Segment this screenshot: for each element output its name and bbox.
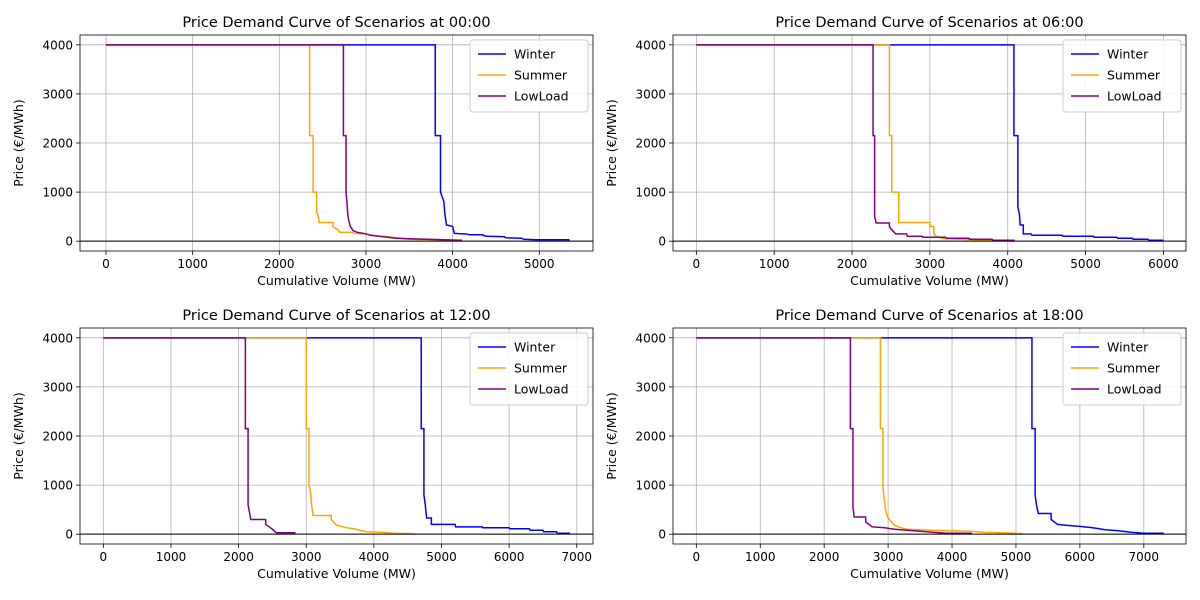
y-tick-label: 0 [658,528,666,542]
y-tick-label: 2000 [635,430,666,444]
x-tick-label: 4000 [937,550,968,564]
x-tick-label: 1000 [745,550,776,564]
y-tick-label: 3000 [635,87,666,101]
x-tick-label: 3000 [915,257,946,271]
x-tick-label: 2000 [264,257,295,271]
legend-label-summer: Summer [1107,68,1161,83]
y-tick-label: 4000 [42,38,73,52]
y-tick-label: 3000 [42,87,73,101]
series-line-winter [696,337,1164,535]
x-tick-label: 1000 [156,550,187,564]
y-tick-label: 1000 [42,186,73,200]
y-tick-label: 4000 [635,38,666,52]
y-tick-label: 0 [658,235,666,249]
legend-label-winter: Winter [514,47,556,62]
y-axis-label: Price (€/MWh) [604,392,619,479]
series-line-lowload [696,337,972,535]
subplots: 0 1000 2000 3000 4000 5000 0 1000 2000 3000 4000 Pr… [11,15,1187,581]
subplot-1: 0 1000 2000 3000 4000 5000 0 1000 2000 3000 4000 Pr… [11,15,594,288]
y-axis-label: Price (€/MWh) [604,99,619,186]
chart-title: Price Demand Curve of Scenarios at 18:00 [775,308,1083,324]
series-line-lowload [696,44,1015,242]
x-tick-label: 0 [102,257,110,271]
y-tick-label: 0 [65,528,73,542]
subplot-2: 0 1000 2000 3000 4000 5000 6000 0 1000 2000 3000 40… [604,15,1187,288]
legend: Winter Summer LowLoad [469,39,589,113]
x-tick-label: 2000 [223,550,254,564]
x-axis-label: Cumulative Volume (MW) [257,273,416,288]
y-tick-label: 0 [65,235,73,249]
y-tick-label: 2000 [42,430,73,444]
legend-label-lowload: LowLoad [1107,89,1162,104]
x-axis-label: Cumulative Volume (MW) [850,273,1009,288]
x-tick-label: 7000 [1129,550,1160,564]
y-axis-label: Price (€/MWh) [11,99,26,186]
legend-label-lowload: LowLoad [514,89,569,104]
x-axis-label: Cumulative Volume (MW) [850,566,1009,581]
y-tick-label: 4000 [635,331,666,345]
x-tick-label: 4000 [359,550,390,564]
legend-box [469,332,589,406]
x-axis-label: Cumulative Volume (MW) [257,566,416,581]
y-tick-label: 1000 [42,479,73,493]
x-tick-label: 5000 [524,257,555,271]
series-line-winter [103,337,571,535]
x-tick-label: 6000 [494,550,525,564]
legend-label-summer: Summer [1107,361,1161,376]
chart-title: Price Demand Curve of Scenarios at 12:00 [182,308,490,324]
y-axis-label: Price (€/MWh) [11,392,26,479]
x-tick-label: 0 [693,550,701,564]
series-line-winter [696,44,1164,242]
legend-label-summer: Summer [514,68,568,83]
x-tick-label: 1000 [759,257,790,271]
x-tick-label: 6000 [1148,257,1179,271]
x-tick-label: 4000 [437,257,468,271]
y-tick-label: 1000 [635,479,666,493]
chart-title: Price Demand Curve of Scenarios at 06:00 [775,15,1083,31]
y-tick-label: 1000 [635,186,666,200]
legend-label-lowload: LowLoad [514,382,569,397]
subplot-3: 0 1000 2000 3000 4000 5000 6000 7000 0 1000 2000 30… [11,308,594,581]
legend-label-lowload: LowLoad [1107,382,1162,397]
y-tick-label: 2000 [635,137,666,151]
x-tick-label: 5000 [1001,550,1032,564]
legend: Winter Summer LowLoad [1062,39,1182,113]
series-line-winter [106,44,570,242]
x-tick-label: 2000 [809,550,840,564]
x-tick-label: 3000 [351,257,382,271]
series-line-lowload [106,44,463,242]
y-tick-label: 3000 [42,380,73,394]
y-tick-label: 3000 [635,380,666,394]
x-tick-label: 1000 [177,257,208,271]
subplot-4: 0 1000 2000 3000 4000 5000 6000 7000 0 1000 2000 30… [604,308,1187,581]
x-tick-label: 3000 [873,550,904,564]
chart-title: Price Demand Curve of Scenarios at 00:00 [182,15,490,31]
x-tick-label: 3000 [291,550,322,564]
x-tick-label: 5000 [426,550,457,564]
legend: Winter Summer LowLoad [469,332,589,406]
legend-box [1062,39,1182,113]
legend-box [469,39,589,113]
series-line-summer [696,337,1024,535]
x-tick-label: 7000 [561,550,592,564]
x-tick-label: 6000 [1065,550,1096,564]
x-tick-label: 0 [693,257,701,271]
legend-label-winter: Winter [1107,47,1149,62]
series-line-lowload [103,337,296,535]
x-tick-label: 4000 [992,257,1023,271]
legend: Winter Summer LowLoad [1062,332,1182,406]
y-tick-label: 4000 [42,331,73,345]
x-tick-label: 2000 [837,257,868,271]
y-tick-label: 2000 [42,137,73,151]
series-line-summer [103,337,416,535]
x-tick-label: 0 [100,550,108,564]
x-tick-label: 5000 [1070,257,1101,271]
legend-label-winter: Winter [514,340,556,355]
legend-box [1062,332,1182,406]
legend-label-winter: Winter [1107,340,1149,355]
legend-label-summer: Summer [514,361,568,376]
